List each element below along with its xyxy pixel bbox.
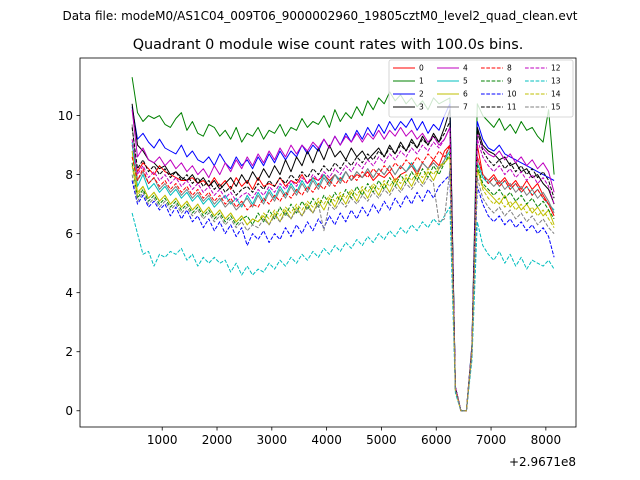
legend-label-7: 7 <box>463 103 468 112</box>
y-axis: 0 2 4 6 8 10 <box>58 109 80 418</box>
series-line-15 <box>131 168 555 412</box>
legend-frame <box>388 59 574 118</box>
chart-title: Quadrant 0 module wise count rates with … <box>133 37 524 53</box>
legend-label-13: 13 <box>551 77 561 86</box>
legend-label-1: 1 <box>419 77 424 86</box>
y-tick-label: 6 <box>65 227 73 241</box>
legend-label-2: 2 <box>419 90 424 99</box>
legend-label-4: 4 <box>463 64 468 73</box>
x-tick-label: 8000 <box>531 433 562 447</box>
figure-suptitle: Data file: modeM0/AS1C04_009T06_90000029… <box>62 9 577 23</box>
legend-label-11: 11 <box>507 103 517 112</box>
axes-frame <box>79 57 577 428</box>
series-line-11 <box>131 121 555 412</box>
legend-label-6: 6 <box>463 90 468 99</box>
x-tick-label: 6000 <box>421 433 452 447</box>
series-line-12 <box>131 126 555 412</box>
series-line-10 <box>131 174 555 412</box>
series-layer <box>131 77 555 412</box>
legend-label-3: 3 <box>419 103 424 112</box>
legend-label-10: 10 <box>507 90 517 99</box>
legend-label-12: 12 <box>551 64 561 73</box>
series-line-3 <box>131 103 555 412</box>
legend-label-14: 14 <box>551 90 561 99</box>
x-tick-label: 1000 <box>147 433 178 447</box>
x-tick-label: 5000 <box>366 433 397 447</box>
y-tick-label: 4 <box>65 286 73 300</box>
y-tick-label: 10 <box>58 109 73 123</box>
series-line-5 <box>131 142 555 412</box>
y-tick-label: 0 <box>65 404 73 418</box>
x-axis-offset-text: +2.9671e8 <box>509 455 576 469</box>
series-line-13 <box>131 206 555 412</box>
legend-label-15: 15 <box>551 103 561 112</box>
legend-label-8: 8 <box>507 64 512 73</box>
x-axis: 1000 2000 3000 4000 5000 6000 7000 8000 <box>147 427 561 447</box>
series-line-4 <box>131 109 555 412</box>
y-tick-label: 8 <box>65 168 73 182</box>
series-line-14 <box>131 156 555 412</box>
x-tick-label: 2000 <box>202 433 233 447</box>
plot-area <box>79 57 577 428</box>
x-tick-label: 3000 <box>257 433 288 447</box>
x-tick-label: 7000 <box>476 433 507 447</box>
legend-label-9: 9 <box>507 77 512 86</box>
legend-label-0: 0 <box>419 64 424 73</box>
series-line-7 <box>131 124 555 412</box>
x-tick-label: 4000 <box>311 433 342 447</box>
legend-label-5: 5 <box>463 77 468 86</box>
y-tick-label: 2 <box>65 345 73 359</box>
series-line-8 <box>131 144 555 412</box>
series-line-2 <box>131 103 555 412</box>
